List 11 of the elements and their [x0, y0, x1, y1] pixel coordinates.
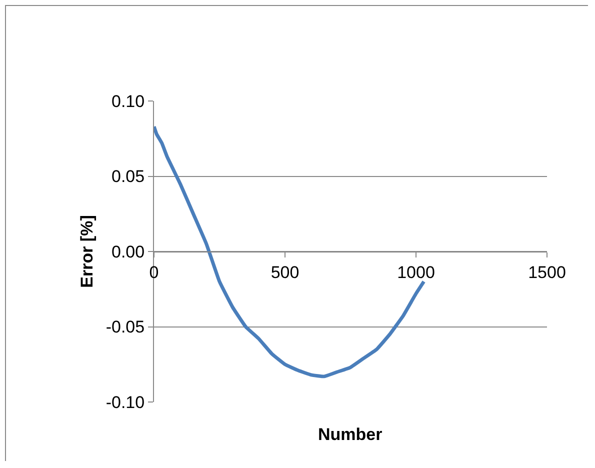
x-axis-title: Number	[318, 425, 383, 444]
y-tick-label: 0.10	[112, 92, 145, 111]
y-axis-title: Error [%]	[77, 215, 96, 288]
y-tick-label: -0.10	[106, 392, 145, 412]
y-tick-label: 0.00	[112, 242, 145, 262]
y-tick-label: -0.05	[106, 318, 145, 337]
x-tick-label: 1000	[397, 262, 435, 282]
x-tick-label: 500	[270, 262, 300, 282]
x-tick-label: 1500	[528, 262, 566, 282]
y-tick-label: 0.05	[112, 167, 145, 186]
x-tick-label: 0	[149, 262, 159, 282]
